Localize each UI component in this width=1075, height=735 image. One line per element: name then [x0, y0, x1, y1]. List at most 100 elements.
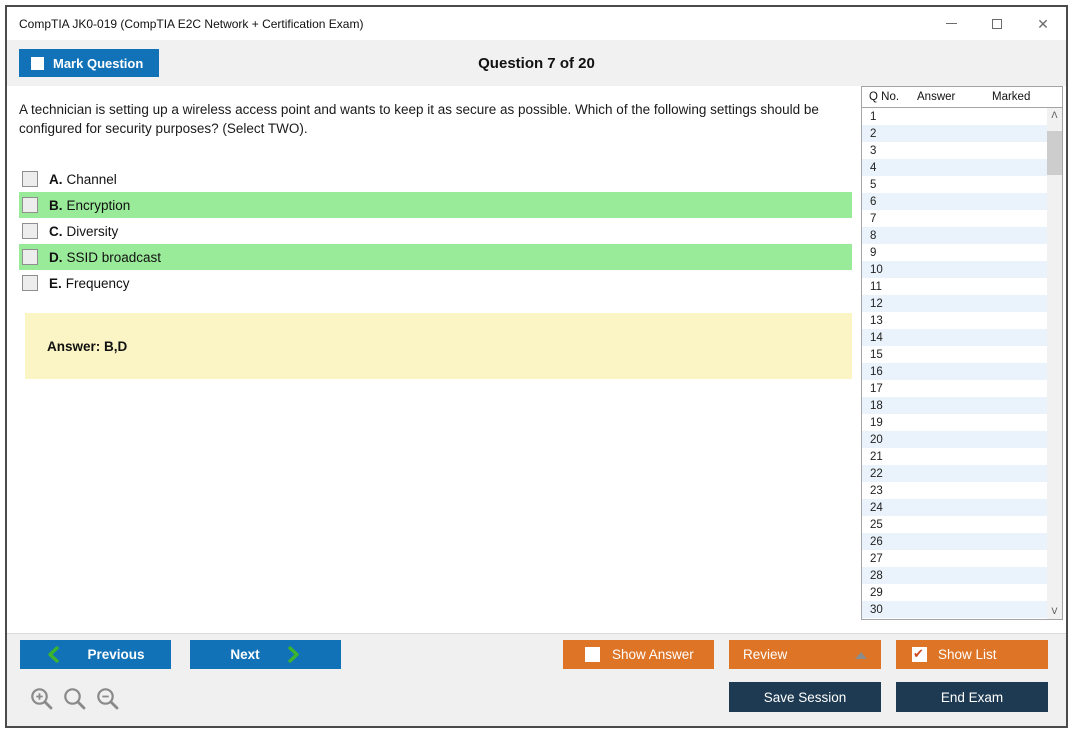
question-list-row[interactable]: 15 — [862, 346, 1047, 363]
chevron-left-icon — [46, 646, 61, 663]
question-list-row[interactable]: 3 — [862, 142, 1047, 159]
question-list-row[interactable]: 8 — [862, 227, 1047, 244]
q-number-cell: 3 — [870, 144, 877, 157]
question-list-row[interactable]: 13 — [862, 312, 1047, 329]
question-list-row[interactable]: 11 — [862, 278, 1047, 295]
question-list-scrollbar[interactable]: ᐱ ᐯ — [1047, 108, 1062, 619]
question-list-row[interactable]: 21 — [862, 448, 1047, 465]
mark-question-label: Mark Question — [53, 55, 144, 71]
question-list-row[interactable]: 27 — [862, 550, 1047, 567]
option-checkbox[interactable] — [22, 171, 38, 188]
show-list-label: Show List — [938, 647, 997, 662]
maximize-button[interactable] — [974, 7, 1020, 40]
scroll-up-icon[interactable]: ᐱ — [1051, 110, 1058, 120]
question-list-row[interactable]: 12 — [862, 295, 1047, 312]
minimize-icon — [945, 23, 957, 24]
mark-question-button[interactable]: Mark Question — [19, 49, 160, 77]
q-number-cell: 28 — [870, 569, 883, 582]
q-number-cell: 21 — [870, 450, 883, 463]
option-label: E. Frequency — [49, 275, 130, 291]
question-list-row[interactable]: 29 — [862, 584, 1047, 601]
q-number-cell: 10 — [870, 263, 883, 276]
question-list-row[interactable]: 24 — [862, 499, 1047, 516]
q-number-cell: 22 — [870, 467, 883, 480]
question-list-row[interactable]: 30 — [862, 601, 1047, 618]
q-number-cell: 24 — [870, 501, 883, 514]
answer-box: Answer: B,D — [25, 313, 852, 380]
option-row[interactable]: D. SSID broadcast — [19, 244, 852, 271]
scrollbar-thumb[interactable] — [1047, 131, 1062, 175]
question-list-row[interactable]: 10 — [862, 261, 1047, 278]
minimize-button[interactable] — [928, 7, 974, 40]
magnifier-icon[interactable] — [62, 686, 88, 712]
question-list-panel: Q No. Answer Marked 1 2 3 4 5 6 7 8 9 10 11 12 13 14 1… — [861, 86, 1063, 620]
question-list-row[interactable]: 28 — [862, 567, 1047, 584]
q-number-cell: 18 — [870, 399, 883, 412]
option-checkbox[interactable] — [22, 275, 38, 292]
question-list-row[interactable]: 25 — [862, 516, 1047, 533]
option-checkbox[interactable] — [22, 249, 38, 266]
question-list-row[interactable]: 7 — [862, 210, 1047, 227]
previous-button[interactable]: Previous — [20, 640, 171, 669]
header-band: Question 7 of 20 Mark Question — [7, 40, 1066, 86]
option-label: A. Channel — [49, 171, 117, 187]
show-answer-label: Show Answer — [612, 647, 694, 662]
q-number-cell: 7 — [870, 212, 877, 225]
mark-question-checkbox[interactable] — [31, 56, 44, 70]
option-row[interactable]: C. Diversity — [19, 218, 852, 244]
end-exam-button[interactable]: End Exam — [896, 682, 1048, 712]
zoom-in-icon[interactable] — [29, 686, 55, 712]
next-button[interactable]: Next — [190, 640, 341, 669]
show-answer-checkbox[interactable] — [585, 647, 600, 662]
question-list-body: 1 2 3 4 5 6 7 8 9 10 11 12 13 14 15 16 17 18 19 20 21 22 23 24 2… — [862, 108, 1047, 619]
question-list-row[interactable]: 26 — [862, 533, 1047, 550]
review-button[interactable]: Review — [729, 640, 881, 669]
question-list-row[interactable]: 18 — [862, 397, 1047, 414]
option-checkbox[interactable] — [22, 223, 38, 240]
maximize-icon — [992, 18, 1002, 29]
q-number-cell: 2 — [870, 127, 877, 140]
option-row[interactable]: B. Encryption — [19, 192, 852, 219]
question-list-row[interactable]: 6 — [862, 193, 1047, 210]
question-list-row[interactable]: 20 — [862, 431, 1047, 448]
options-list: A. Channel B. Encryption C. Diversity D. SSI… — [19, 166, 856, 296]
option-row[interactable]: E. Frequency — [19, 270, 852, 296]
q-number-cell: 6 — [870, 195, 877, 208]
chevron-up-icon — [855, 652, 867, 659]
question-panel: A technician is setting up a wireless ac… — [7, 86, 861, 633]
q-number-cell: 23 — [870, 484, 883, 497]
chevron-right-icon — [286, 646, 301, 663]
review-label: Review — [743, 647, 788, 662]
question-list-row[interactable]: 2 — [862, 125, 1047, 142]
q-number-cell: 29 — [870, 586, 883, 599]
q-number-cell: 14 — [870, 331, 883, 344]
show-answer-button[interactable]: Show Answer — [563, 640, 714, 669]
footer-bar: Previous Next Show Answer Review Show Li… — [7, 633, 1066, 726]
show-list-checkbox[interactable] — [912, 646, 927, 662]
zoom-out-icon[interactable] — [95, 686, 121, 712]
zoom-toolbar — [29, 686, 121, 712]
save-session-button[interactable]: Save Session — [729, 682, 881, 712]
question-list-row[interactable]: 1 — [862, 108, 1047, 125]
scroll-down-icon[interactable]: ᐯ — [1051, 606, 1058, 616]
question-list-row[interactable]: 4 — [862, 159, 1047, 176]
column-header-answer: Answer — [917, 91, 956, 103]
close-button[interactable]: ✕ — [1020, 7, 1066, 40]
question-list-row[interactable]: 14 — [862, 329, 1047, 346]
option-checkbox[interactable] — [22, 197, 38, 214]
column-header-marked: Marked — [992, 91, 1031, 103]
window-controls: ✕ — [928, 7, 1066, 40]
question-list-row[interactable]: 9 — [862, 244, 1047, 261]
question-list-row[interactable]: 16 — [862, 363, 1047, 380]
question-text: A technician is setting up a wireless ac… — [19, 102, 819, 137]
question-list-row[interactable]: 23 — [862, 482, 1047, 499]
question-list-row[interactable]: 5 — [862, 176, 1047, 193]
question-list-row[interactable]: 19 — [862, 414, 1047, 431]
question-list-row[interactable]: 22 — [862, 465, 1047, 482]
option-row[interactable]: A. Channel — [19, 166, 852, 192]
question-list-row[interactable]: 17 — [862, 380, 1047, 397]
option-label: D. SSID broadcast — [49, 249, 162, 265]
q-number-cell: 11 — [870, 280, 882, 293]
show-list-button[interactable]: Show List — [896, 640, 1048, 669]
q-number-cell: 5 — [870, 178, 877, 191]
